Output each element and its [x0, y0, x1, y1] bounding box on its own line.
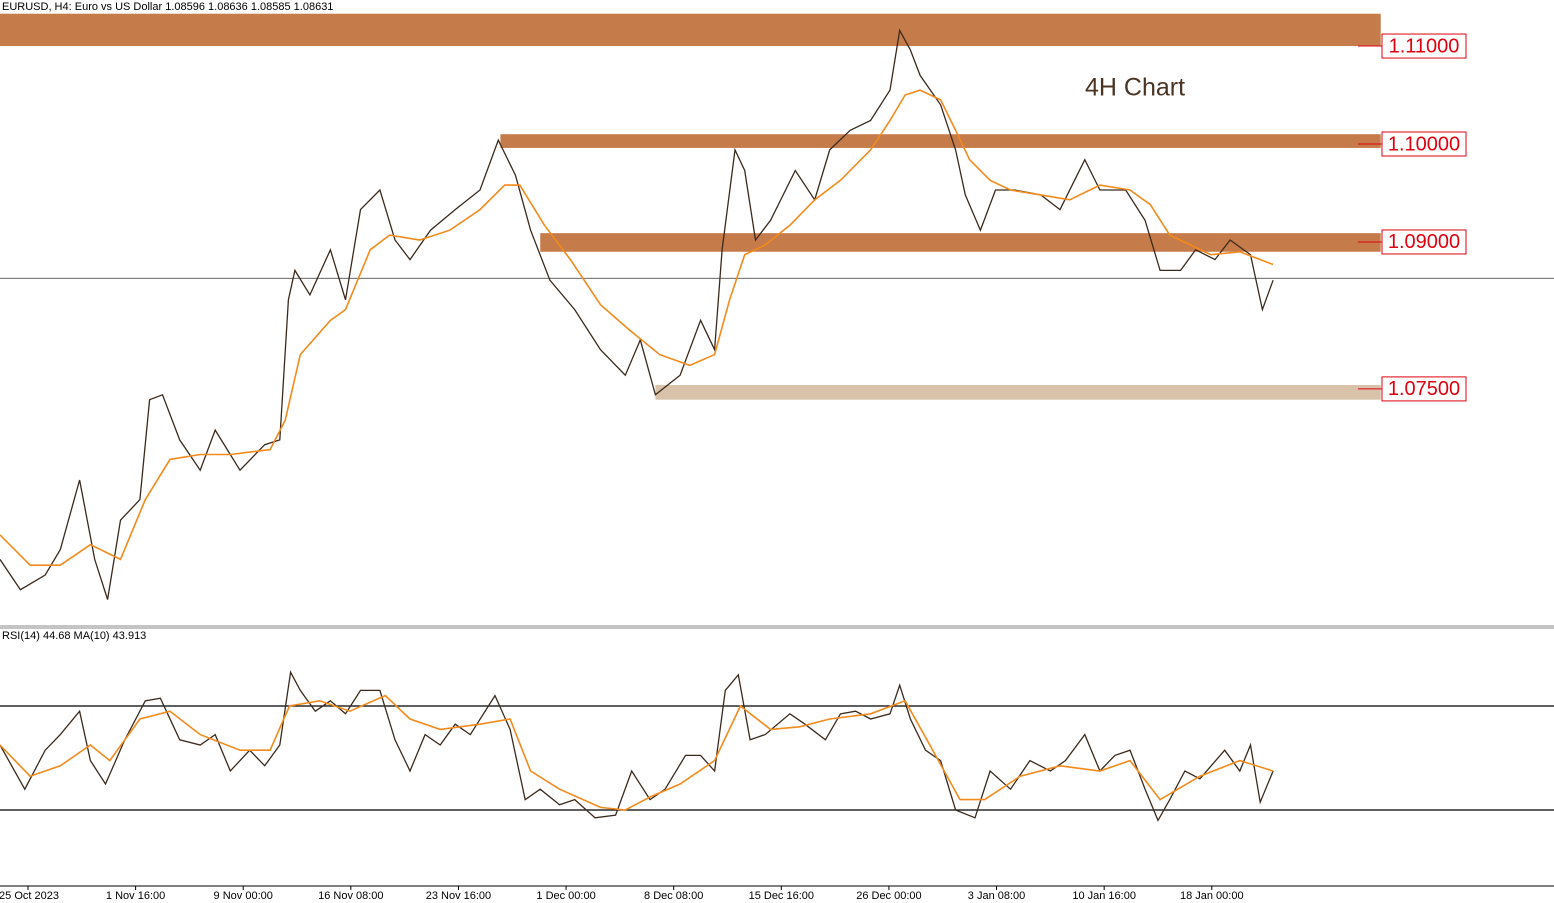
- x-tick-label: 3 Jan 08:00: [968, 890, 1026, 902]
- series-line: [0, 670, 1274, 822]
- chart-header: EURUSD, H4: Euro vs US Dollar 1.08596 1.…: [2, 1, 333, 13]
- rsi-title: RSI(14) 44.68 MA(10) 43.913: [2, 630, 146, 642]
- zone: [0, 13, 1381, 47]
- x-tick-label: 9 Nov 00:00: [214, 890, 273, 902]
- level-label-box: [1381, 33, 1467, 59]
- x-tick-label: 15 Dec 16:00: [749, 890, 814, 902]
- series-line: [0, 28, 1274, 600]
- annotation: 4H Chart: [1085, 74, 1185, 102]
- zone: [540, 233, 1381, 252]
- x-tick-label: 10 Jan 16:00: [1072, 890, 1136, 902]
- x-tick-label: 1 Nov 16:00: [106, 890, 165, 902]
- level-label: 1.09000: [1388, 231, 1460, 253]
- x-tick-label: 8 Dec 08:00: [644, 890, 703, 902]
- x-tick-label: 23 Nov 16:00: [426, 890, 491, 902]
- zone: [500, 134, 1381, 148]
- level-label-box: [1381, 229, 1467, 255]
- level-label-box: [1381, 376, 1467, 402]
- x-tick-label: 16 Nov 08:00: [318, 890, 383, 902]
- x-tick-label: 18 Jan 00:00: [1180, 890, 1244, 902]
- level-label: 1.11000: [1389, 35, 1460, 57]
- level-label: 1.10000: [1388, 133, 1460, 155]
- series-line: [0, 694, 1274, 811]
- x-tick-label: 26 Dec 00:00: [856, 890, 921, 902]
- series-line: [0, 89, 1274, 567]
- zone: [655, 384, 1381, 400]
- x-tick-label: 25 Oct 2023: [0, 890, 59, 902]
- level-label: 1.07500: [1388, 378, 1460, 400]
- x-tick-label: 1 Dec 00:00: [536, 890, 595, 902]
- level-label-box: [1381, 131, 1467, 157]
